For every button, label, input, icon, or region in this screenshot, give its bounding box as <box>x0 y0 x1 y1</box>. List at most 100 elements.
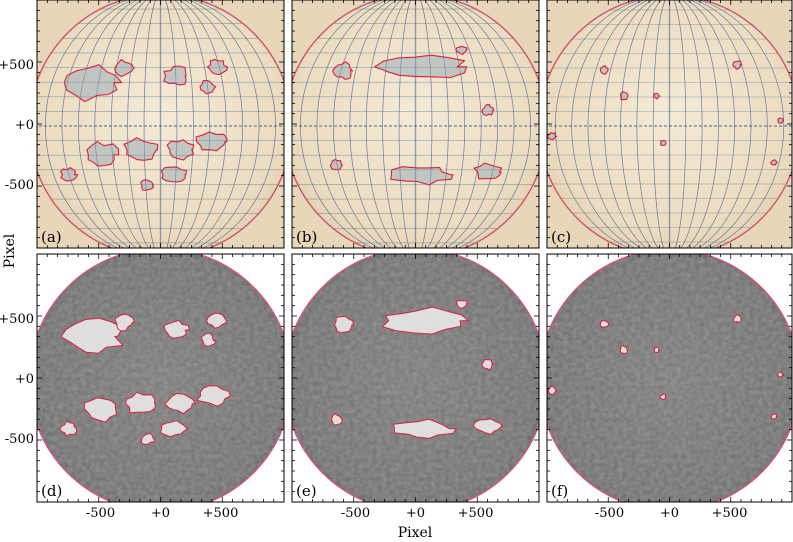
panel-label: (a) <box>41 228 62 246</box>
contour <box>83 397 118 423</box>
y-tick-label: +0 <box>15 372 34 387</box>
panel-ticks <box>36 253 285 503</box>
contour <box>770 413 778 420</box>
contour <box>481 359 495 371</box>
x-tick-label: +0 <box>660 506 679 521</box>
contour <box>123 137 159 161</box>
panel-d: (d) <box>36 253 285 503</box>
panel-a: (a) <box>36 0 285 249</box>
contour <box>619 344 630 355</box>
heliographic-grid <box>547 0 792 248</box>
contour <box>333 315 355 334</box>
contour <box>777 371 785 378</box>
active-region-contours <box>547 313 785 420</box>
contour <box>160 166 188 183</box>
y-tick-label: -500 <box>5 432 34 447</box>
contour <box>619 91 629 101</box>
contour <box>162 65 187 86</box>
x-axis-title: Pixel <box>398 525 433 541</box>
x-tick-label: -500 <box>86 506 115 521</box>
panel-label: (c) <box>551 228 571 246</box>
active-region-contours <box>547 60 784 166</box>
granulation-texture <box>547 254 792 502</box>
contour <box>455 300 468 309</box>
x-tick-label: -500 <box>595 506 624 521</box>
contour <box>472 418 505 435</box>
contour <box>166 139 195 161</box>
x-tick-label: +500 <box>712 506 748 521</box>
panel-label: (f) <box>551 482 568 500</box>
contour <box>381 306 470 335</box>
panel-ticks <box>291 253 540 503</box>
contour <box>140 179 155 191</box>
contour <box>659 393 667 401</box>
contour <box>473 162 503 180</box>
active-region-contours <box>330 300 505 439</box>
contour <box>777 117 784 124</box>
contour <box>59 166 79 182</box>
contour <box>733 313 742 323</box>
contour <box>330 412 343 426</box>
contour <box>159 419 190 438</box>
panel-e: (e) <box>291 253 540 503</box>
contour <box>125 391 157 414</box>
contour <box>329 159 343 171</box>
granulation-texture <box>37 254 284 502</box>
contour <box>206 59 228 76</box>
y-tick-label: +500 <box>0 58 34 73</box>
granulation-texture <box>292 254 539 502</box>
x-tick-label: +500 <box>203 506 239 521</box>
y-axis-title: Pixel <box>2 233 18 268</box>
contour <box>599 320 610 328</box>
contour <box>373 54 468 79</box>
contour <box>332 61 354 80</box>
contour <box>547 385 558 396</box>
heliographic-grid <box>292 0 539 248</box>
panel-ticks <box>36 0 285 249</box>
contour <box>163 319 190 339</box>
contour <box>599 65 609 76</box>
contour <box>140 432 156 446</box>
contour <box>86 140 120 167</box>
contour <box>114 58 136 78</box>
active-region-contours <box>329 46 503 186</box>
panel-b: (b) <box>291 0 540 249</box>
panel-ticks <box>546 0 793 249</box>
contour <box>63 64 123 103</box>
contour <box>659 139 667 146</box>
panel-label: (e) <box>296 482 317 500</box>
contour <box>164 392 197 415</box>
active-region-contours <box>59 58 228 191</box>
contour <box>114 313 136 332</box>
y-tick-label: -500 <box>5 178 34 193</box>
contour <box>200 332 217 347</box>
x-tick-label: +0 <box>151 506 170 521</box>
x-tick-label: +0 <box>406 506 425 521</box>
contour <box>206 312 228 329</box>
y-tick-label: +0 <box>15 118 34 133</box>
panel-c: (c) <box>546 0 793 249</box>
contour <box>390 166 454 186</box>
x-tick-label: -500 <box>341 506 370 521</box>
contour <box>455 46 468 55</box>
contour <box>732 60 743 70</box>
panel-ticks <box>291 0 540 249</box>
contour <box>199 79 217 95</box>
contour <box>481 104 495 116</box>
contour <box>392 418 458 439</box>
contour <box>195 131 228 152</box>
x-tick-label: +500 <box>458 506 494 521</box>
y-tick-label: +500 <box>0 312 34 327</box>
contour <box>653 346 661 353</box>
panel-ticks <box>546 253 793 503</box>
contour <box>59 420 78 437</box>
panel-label: (d) <box>41 482 62 500</box>
panel-f: (f) <box>546 253 793 503</box>
contour <box>770 158 778 166</box>
active-region-contours <box>59 312 231 446</box>
contour <box>195 385 231 407</box>
panel-label: (b) <box>296 228 317 246</box>
contour <box>652 93 662 100</box>
